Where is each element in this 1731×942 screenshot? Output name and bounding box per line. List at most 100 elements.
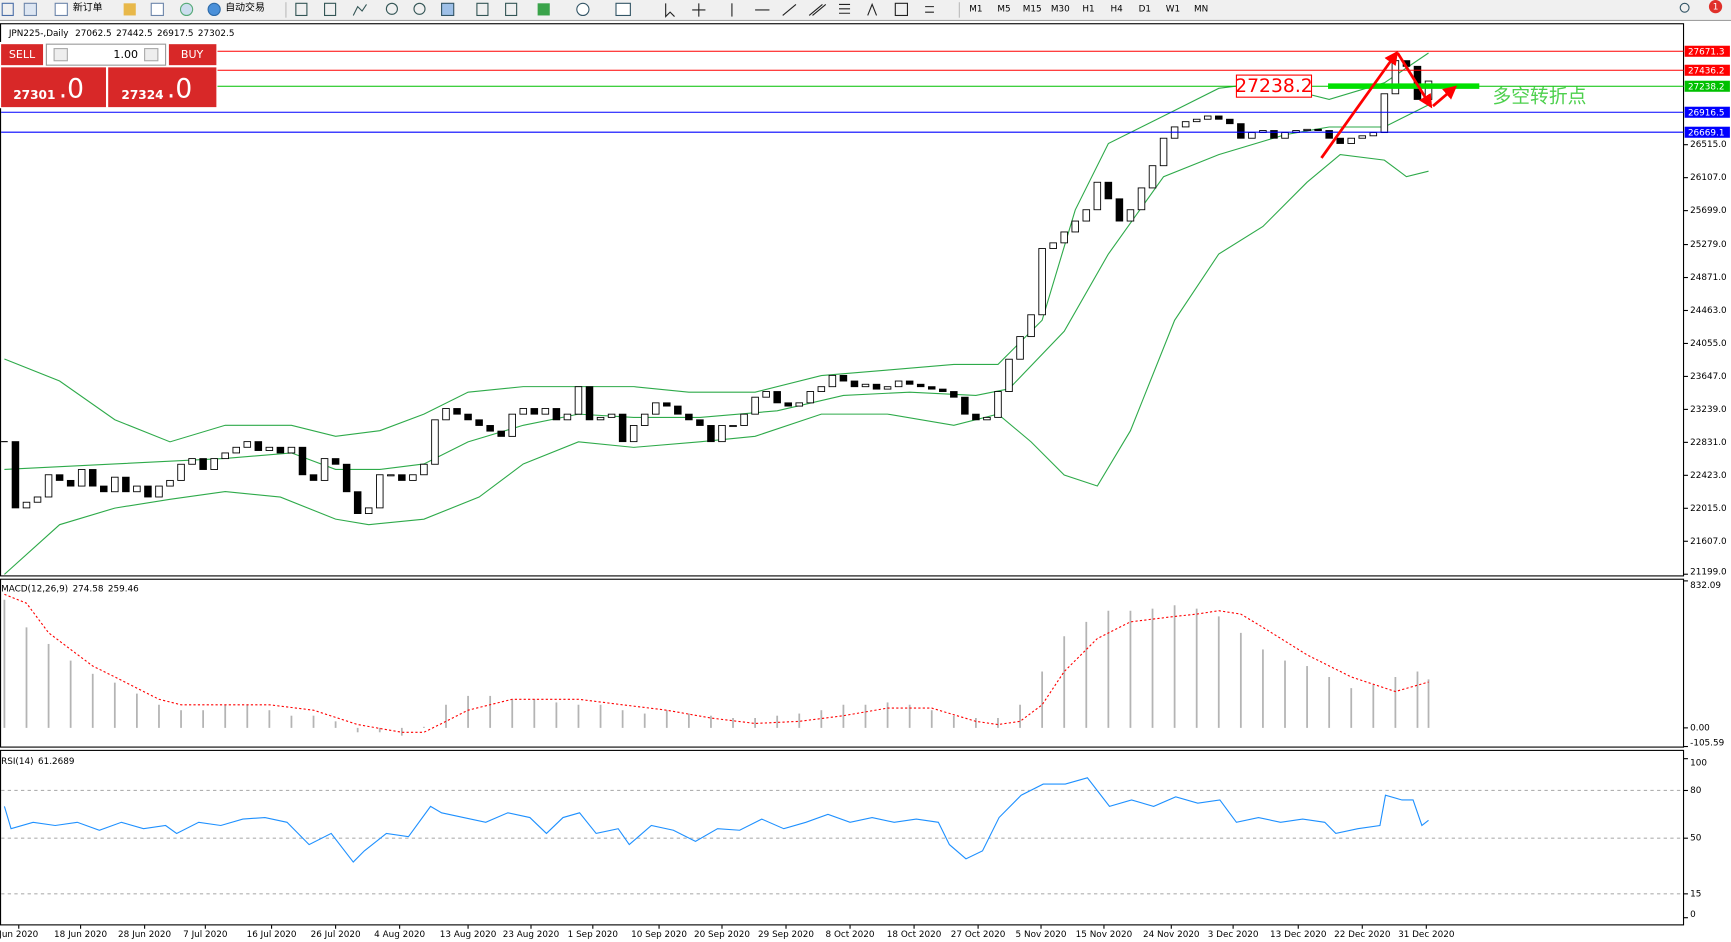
candle [817, 386, 826, 392]
y-tick-label: 23647.0 [1690, 372, 1727, 382]
icon[interactable] [150, 2, 164, 17]
sell-button[interactable] [1, 44, 44, 66]
candle [66, 479, 75, 487]
rsi-header: RSI(14) 61.2689 [1, 756, 74, 766]
fibo-icon[interactable] [839, 3, 851, 14]
candle [364, 507, 373, 514]
x-tick-label: 5 Nov 2020 [1016, 930, 1067, 940]
candle [33, 496, 42, 503]
candle [618, 413, 627, 443]
candle [387, 474, 395, 477]
new-order-button[interactable]: 新订单 [73, 1, 103, 14]
bid-price: 27301 .0 [13, 73, 84, 104]
x-tick-label: 1 Sep 2020 [568, 930, 619, 940]
crosshair-icon[interactable] [692, 3, 706, 17]
candle [1226, 118, 1234, 125]
indicator-name: RSI(14) [1, 756, 33, 766]
candle [1325, 130, 1333, 139]
icon[interactable] [385, 2, 398, 15]
candle [464, 413, 472, 421]
icon[interactable] [505, 2, 518, 17]
candle [398, 474, 406, 481]
candle [353, 491, 362, 514]
candle [751, 396, 759, 415]
candle [994, 391, 1002, 418]
auto-trading-icon[interactable] [207, 2, 221, 17]
lot-input[interactable] [45, 43, 167, 66]
icon[interactable] [441, 2, 455, 17]
timeframe-button[interactable]: H4 [1111, 4, 1124, 14]
candle [1038, 248, 1046, 316]
candle [376, 474, 384, 509]
macd-panel-frame [0, 578, 1685, 748]
icon[interactable] [352, 4, 367, 16]
candle [409, 474, 417, 481]
y-tick-label: 50 [1690, 834, 1702, 844]
candle [1203, 115, 1212, 120]
timeframe-button[interactable]: MN [1194, 4, 1208, 14]
ask-price: 27324 .0 [121, 73, 192, 104]
arrows-icon[interactable] [925, 6, 934, 13]
macd-value: 274.58 [73, 584, 104, 594]
icon[interactable] [295, 2, 308, 17]
candle [939, 388, 947, 392]
candle [100, 485, 108, 493]
candle [22, 501, 31, 509]
icon[interactable] [324, 2, 337, 17]
candle [806, 391, 815, 404]
candle [563, 413, 572, 421]
y-tick-label: 26107.0 [1690, 173, 1727, 183]
icon[interactable] [1, 2, 14, 17]
channel-icon[interactable] [808, 3, 827, 16]
search-icon[interactable] [1679, 2, 1690, 13]
text-icon[interactable] [867, 2, 878, 16]
candle [629, 425, 638, 443]
icon[interactable] [179, 2, 194, 17]
close: 27302.5 [198, 29, 235, 39]
notification-badge[interactable] [1708, 0, 1723, 14]
timeframe-button[interactable]: M15 [1023, 4, 1042, 14]
icon[interactable] [615, 2, 631, 17]
bid-main: 27301 [13, 87, 55, 101]
timeframe-button[interactable]: W1 [1166, 4, 1180, 14]
buy-button[interactable] [168, 44, 217, 66]
price-level-label: 26916.5 [1688, 108, 1725, 118]
candle [552, 408, 561, 421]
signal-value: 259.46 [108, 584, 139, 594]
lot-up[interactable] [144, 48, 159, 62]
icon[interactable] [576, 2, 590, 17]
auto-trading-button[interactable]: 自动交易 [225, 1, 265, 14]
candle [1027, 314, 1035, 338]
timeframe-button[interactable]: H1 [1082, 4, 1094, 14]
candle [265, 446, 274, 451]
icon[interactable] [476, 2, 489, 17]
candle [199, 458, 207, 470]
icon[interactable] [537, 3, 550, 16]
cursor-icon[interactable] [665, 3, 675, 18]
timeframe-button[interactable]: M5 [997, 4, 1010, 14]
price-level-tag [1684, 64, 1730, 76]
icon[interactable] [413, 2, 426, 15]
x-tick-label: 15 Nov 2020 [1076, 930, 1133, 940]
new-order-icon[interactable] [54, 2, 68, 17]
timeframe-button[interactable]: D1 [1139, 4, 1151, 14]
candle [453, 408, 461, 415]
lot-down[interactable] [53, 48, 68, 62]
y-tick-label: 25699.0 [1690, 206, 1727, 216]
x-tick-label: 26 Jul 2020 [311, 930, 361, 940]
candle [640, 413, 649, 426]
candle [1093, 181, 1102, 211]
candle [431, 419, 439, 465]
trendline-icon[interactable] [782, 3, 797, 16]
x-tick-label: 4 Aug 2020 [374, 930, 425, 940]
y-tick-label: 100 [1690, 759, 1707, 769]
icon[interactable] [123, 3, 136, 16]
icon[interactable] [23, 2, 37, 17]
bid-box[interactable] [1, 67, 106, 108]
ask-box[interactable] [108, 67, 217, 108]
label-icon[interactable] [894, 2, 909, 17]
timeframe-button[interactable]: M30 [1051, 4, 1070, 14]
timeframe-button[interactable]: M1 [969, 4, 982, 14]
candle [1347, 137, 1355, 144]
candle [585, 386, 594, 421]
